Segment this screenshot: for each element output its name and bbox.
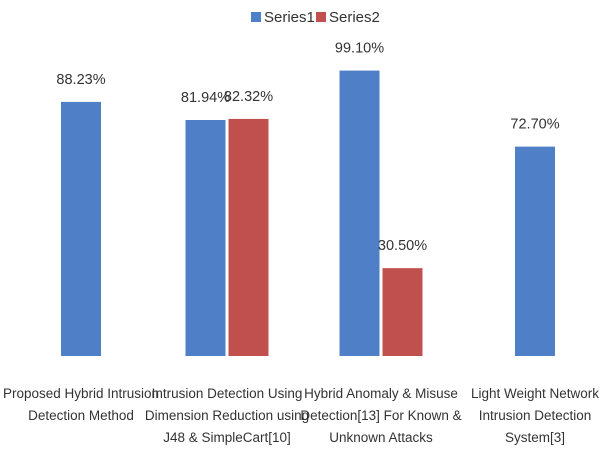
bars	[61, 70, 555, 357]
category-labels: Proposed Hybrid Intrusion Detection Metho…	[3, 386, 599, 445]
category-label-1-line-1: Proposed Hybrid Intrusion	[3, 386, 159, 401]
category-label-2-line-3: J48 & SimpleCart[10]	[163, 430, 291, 445]
category-label-3-line-3: Unknown Attacks	[329, 430, 433, 445]
category-label-3-line-1: Hybrid Anomaly & Misuse	[304, 386, 458, 401]
category-label-3-line-2: Detection[13] For Known &	[300, 408, 461, 423]
bar-series1-3	[339, 70, 380, 356]
legend-label-series1: Series1	[264, 9, 315, 26]
data-labels: 88.23% 81.94%82.32% 99.10% 30.50% 72.70%	[56, 41, 559, 255]
bar-series2-3	[382, 268, 423, 356]
legend-swatch-series1	[251, 12, 261, 22]
category-label-4-line-2: Intrusion Detection	[479, 408, 592, 423]
data-label-series1-3: 99.10%	[335, 41, 384, 57]
bar-series1-2	[185, 120, 226, 356]
category-label-2-line-2: Dimension Reduction using	[145, 408, 309, 423]
category-label-4-line-3: System[3]	[505, 430, 565, 445]
category-label-1-line-2: Detection Method	[28, 408, 134, 423]
category-label-4-line-1: Light Weight Network	[471, 386, 599, 401]
legend: Series1 Series2	[251, 9, 380, 26]
data-label-series2-2: 82.32%	[224, 89, 273, 105]
legend-swatch-series2	[316, 12, 326, 22]
bar-series2-2	[228, 118, 269, 357]
bar-series1-4	[515, 146, 555, 356]
data-label-series1-4: 72.70%	[510, 117, 559, 133]
data-label-series1-2: 81.94%	[181, 90, 230, 106]
data-label-series1-1: 88.23%	[56, 72, 105, 88]
legend-label-series2: Series2	[329, 9, 380, 26]
bar-series1-1	[61, 101, 101, 356]
category-label-2-line-1: Intrusion Detection Using	[152, 386, 303, 401]
data-label-series2-3: 30.50%	[378, 238, 427, 254]
